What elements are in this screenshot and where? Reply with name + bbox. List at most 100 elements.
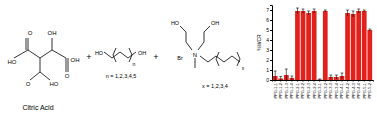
tick-label: PPG-5-1: [362, 82, 367, 98]
error-stem: [341, 73, 342, 79]
error-bar: [307, 11, 310, 15]
bar: [306, 13, 311, 80]
atom-label: HO: [171, 20, 180, 26]
atom-label: OH: [138, 50, 146, 56]
error-bar: [368, 29, 371, 31]
tick: [364, 80, 365, 82]
error-cap: [368, 29, 371, 30]
tick: [314, 80, 315, 82]
error-cap: [274, 71, 277, 72]
tick: [270, 20, 272, 21]
plot-area: [273, 8, 372, 80]
bond: [66, 58, 67, 72]
figure: OHOOHOOHOHOCitric Acid+HOOHnn = 1,2,3,4,…: [0, 0, 377, 120]
bond: [68, 58, 69, 72]
error-cap: [290, 76, 293, 77]
tick: [347, 80, 348, 82]
tick: [325, 80, 326, 82]
tick-label: 1: [266, 67, 269, 73]
tick-label: PPG-2-1: [295, 82, 300, 98]
bond: [30, 72, 40, 80]
error-bar: [290, 76, 293, 80]
bar: [362, 11, 367, 80]
bar: [356, 11, 361, 80]
atom-label: HO: [95, 50, 104, 56]
atom-label: n = 1,2,3,4,5: [106, 73, 137, 79]
tick-label: 3: [266, 47, 269, 53]
bar: [351, 14, 356, 80]
error-stem: [319, 79, 320, 80]
error-stem: [303, 9, 304, 13]
tick: [297, 80, 298, 82]
tick-label: 5: [266, 27, 269, 33]
error-stem: [369, 29, 370, 31]
tick-label: PPG-2-3: [306, 82, 311, 98]
tick: [369, 80, 370, 82]
error-cap: [313, 9, 316, 10]
error-stem: [297, 8, 298, 14]
error-bar: [274, 71, 277, 80]
atom-label: Br: [177, 55, 183, 61]
error-stem: [308, 11, 309, 15]
error-bar: [302, 9, 305, 13]
reaction-scheme: OHOOHOOHOHOCitric Acid+HOOHnn = 1,2,3,4,…: [8, 20, 245, 111]
bond: [40, 58, 50, 80]
tick-label: PPG-3-3: [328, 82, 333, 98]
error-cap: [329, 75, 332, 76]
tick: [291, 80, 292, 82]
error-cap: [335, 75, 338, 76]
tick: [270, 60, 272, 61]
error-stem: [358, 9, 359, 13]
error-bar: [324, 10, 327, 12]
tick: [353, 80, 354, 82]
tick-label: PPG-3-4: [334, 82, 339, 98]
tick-label: PPG-1-1: [273, 82, 278, 98]
error-cap: [324, 10, 327, 11]
tick-label: PPG-2-4: [312, 82, 317, 98]
error-bar: [335, 75, 338, 79]
tick: [286, 80, 287, 82]
tick: [270, 80, 272, 81]
tick-label: 2: [266, 57, 269, 63]
error-cap: [363, 10, 366, 11]
error-cap: [341, 73, 344, 74]
error-cap: [285, 69, 288, 70]
tick: [270, 30, 272, 31]
tick-label: 6: [266, 17, 269, 23]
error-stem: [286, 69, 287, 80]
tick: [358, 80, 359, 82]
atom-label: x = 1,2,3,4: [202, 83, 228, 89]
bond: [216, 52, 219, 66]
error-stem: [325, 10, 326, 12]
error-bar: [296, 8, 299, 14]
atom-label: O: [28, 30, 33, 36]
error-cap: [346, 10, 349, 11]
tick-label: 4: [266, 37, 269, 43]
error-stem: [364, 10, 365, 12]
error-bar: [346, 10, 349, 16]
tick-label: PPG-5-2: [367, 82, 372, 98]
error-bar: [363, 10, 366, 12]
error-stem: [280, 77, 281, 81]
error-stem: [353, 11, 354, 17]
atom-label: x: [242, 65, 245, 71]
atom-label: +: [86, 52, 91, 62]
x-axis: PPG-1-1PPG-1-2PPG-1-3PPG-1-4PPG-2-1PPG-2…: [273, 80, 374, 99]
error-bar: [352, 11, 355, 17]
atom-label: n: [133, 61, 136, 67]
error-cap: [318, 79, 321, 80]
error-bar: [341, 73, 344, 79]
atom-label: OH: [211, 20, 219, 26]
tick: [270, 10, 272, 11]
tick-label: PPG-4-4: [356, 82, 361, 98]
y-axis: 01234567: [266, 6, 272, 84]
tick: [280, 80, 281, 82]
tick: [270, 50, 272, 51]
bond: [28, 38, 29, 50]
tick: [303, 80, 304, 82]
atom-label: OH: [71, 57, 80, 63]
bond: [52, 38, 53, 50]
atom-label: N: [193, 52, 197, 58]
error-bar: [329, 75, 332, 79]
bond: [180, 26, 192, 50]
